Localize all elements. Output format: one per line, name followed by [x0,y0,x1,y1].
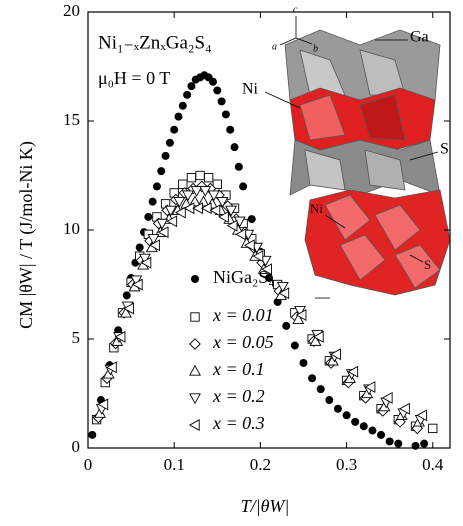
marker [386,437,394,445]
marker [170,126,178,134]
marker [213,86,221,94]
annotation: c [293,4,298,15]
marker [231,143,239,151]
annotation: b [313,43,318,54]
y-tick-label: 10 [63,219,80,238]
marker [248,215,256,223]
marker [429,424,437,432]
y-axis-label: CM |θW| / T (J/mol-Ni K) [16,141,37,329]
x-tick-label: 0.2 [250,455,271,474]
marker [282,322,290,330]
legend-label: x = 0.01 [212,305,274,325]
marker [235,163,243,171]
legend-label: x = 0.2 [212,386,265,406]
marker [175,113,183,121]
y-tick-label: 5 [72,328,81,347]
marker [239,182,247,190]
marker [226,126,234,134]
x-tick-label: 0.4 [422,455,444,474]
marker [317,385,325,393]
marker [325,396,333,404]
marker [179,102,187,110]
marker [222,110,230,118]
marker [209,78,217,86]
marker [157,167,165,175]
legend-label: x = 0.1 [212,359,265,379]
marker [412,442,420,450]
subtitle: μ₀H = 0 T [98,68,170,88]
annotation: Ni [310,201,323,216]
marker [334,405,342,413]
x-tick-label: 0.3 [336,455,357,474]
legend-marker [191,313,199,321]
marker [218,97,226,105]
marker [343,411,351,419]
marker [179,180,187,188]
legend-label: x = 0.3 [212,413,265,433]
annotation: S [424,257,431,272]
marker [420,440,428,448]
legend-label: x = 0.05 [212,332,274,352]
y-tick-label: 0 [72,437,81,456]
legend-label: NiGa₂S₄ [213,267,275,287]
marker [368,427,376,435]
marker [123,291,131,299]
marker [144,213,152,221]
marker [162,152,170,160]
marker [183,91,191,99]
title: Ni₁₋ₓZnₓGa₂S₄ [98,32,212,53]
marker [360,422,368,430]
marker [136,243,144,251]
marker [196,171,204,179]
marker [153,182,161,190]
annotation: Ga [410,29,429,46]
x-tick-label: 0 [84,455,93,474]
marker [308,374,316,382]
annotation: S [440,141,449,158]
marker [204,173,212,181]
x-axis-label: T/|θW| [241,496,290,516]
marker [291,342,299,350]
x-tick-label: 0.1 [164,455,185,474]
marker [149,198,157,206]
annotation: Ni [242,81,259,98]
marker [351,418,359,426]
chart: Ni₁₋ₓZnₓGa₂S₄ μ₀H = 0 T T/|θW| CM |θW| /… [0,0,463,526]
y-tick-label: 20 [63,1,80,20]
marker [187,82,195,90]
legend-marker [191,275,199,283]
marker [187,173,195,181]
marker [394,440,402,448]
marker [88,431,96,439]
y-tick-label: 15 [63,110,80,129]
marker [166,139,174,147]
marker [299,359,307,367]
marker [377,431,385,439]
annotation: a [272,41,277,52]
